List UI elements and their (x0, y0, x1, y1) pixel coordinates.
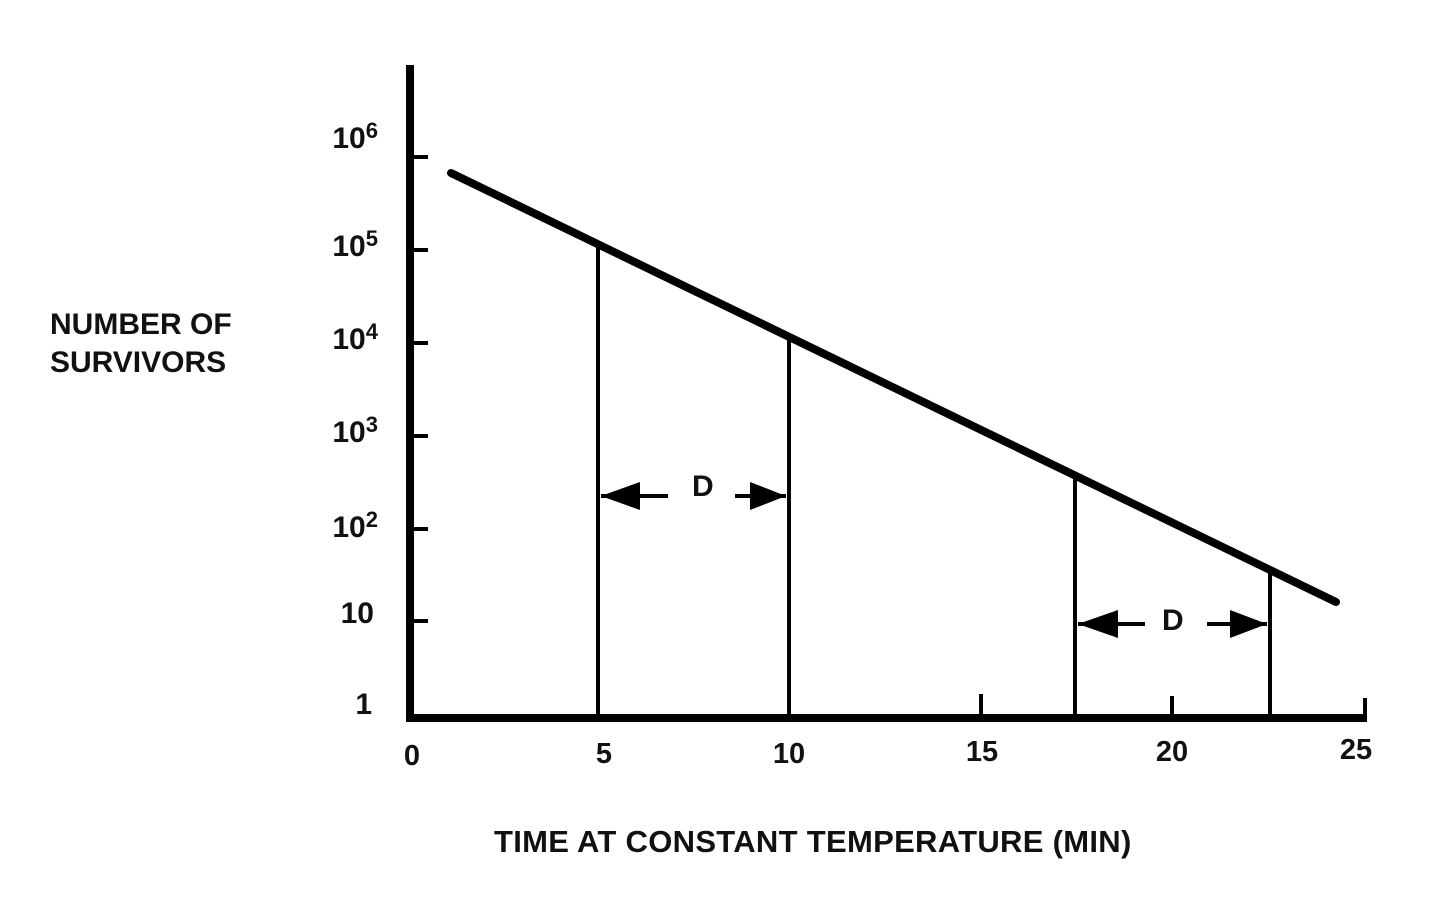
d-interval-label-2: D (1162, 604, 1184, 637)
y-ticks (410, 155, 428, 623)
y-axis-title: NUMBER OF SURVIVORS (50, 306, 232, 382)
x-tick-label-15: 15 (965, 736, 999, 768)
y-tick-label-1e6: 106 (332, 118, 378, 155)
y-tick-label-1e3: 103 (332, 412, 378, 449)
survivor-curve-line (447, 169, 1340, 606)
x-tick-label-0: 0 (403, 740, 421, 772)
x-axis-title: TIME AT CONSTANT TEMPERATURE (MIN) (494, 824, 1132, 859)
y-axis-title-line1: NUMBER OF (50, 308, 232, 341)
d-interval-label-1: D (692, 470, 714, 503)
y-tick-label-1e2: 102 (332, 507, 378, 544)
x-tick-label-5: 5 (595, 738, 613, 770)
y-tick-label-10: 10 (340, 597, 374, 630)
y-axis-title-line2: SURVIVORS (50, 346, 227, 379)
x-tick-label-10: 10 (772, 738, 806, 770)
vertical-markers (596, 245, 1272, 718)
d-interval-arrows-2 (1078, 610, 1267, 638)
y-tick-label-1e4: 104 (332, 319, 378, 356)
y-tick-label-1e5: 105 (332, 226, 378, 263)
d-interval-arrows-1 (601, 482, 786, 510)
y-tick-label-1: 1 (355, 688, 372, 721)
x-tick-label-25: 25 (1339, 734, 1373, 766)
x-tick-label-20: 20 (1155, 736, 1189, 768)
x-ticks (979, 694, 1367, 722)
